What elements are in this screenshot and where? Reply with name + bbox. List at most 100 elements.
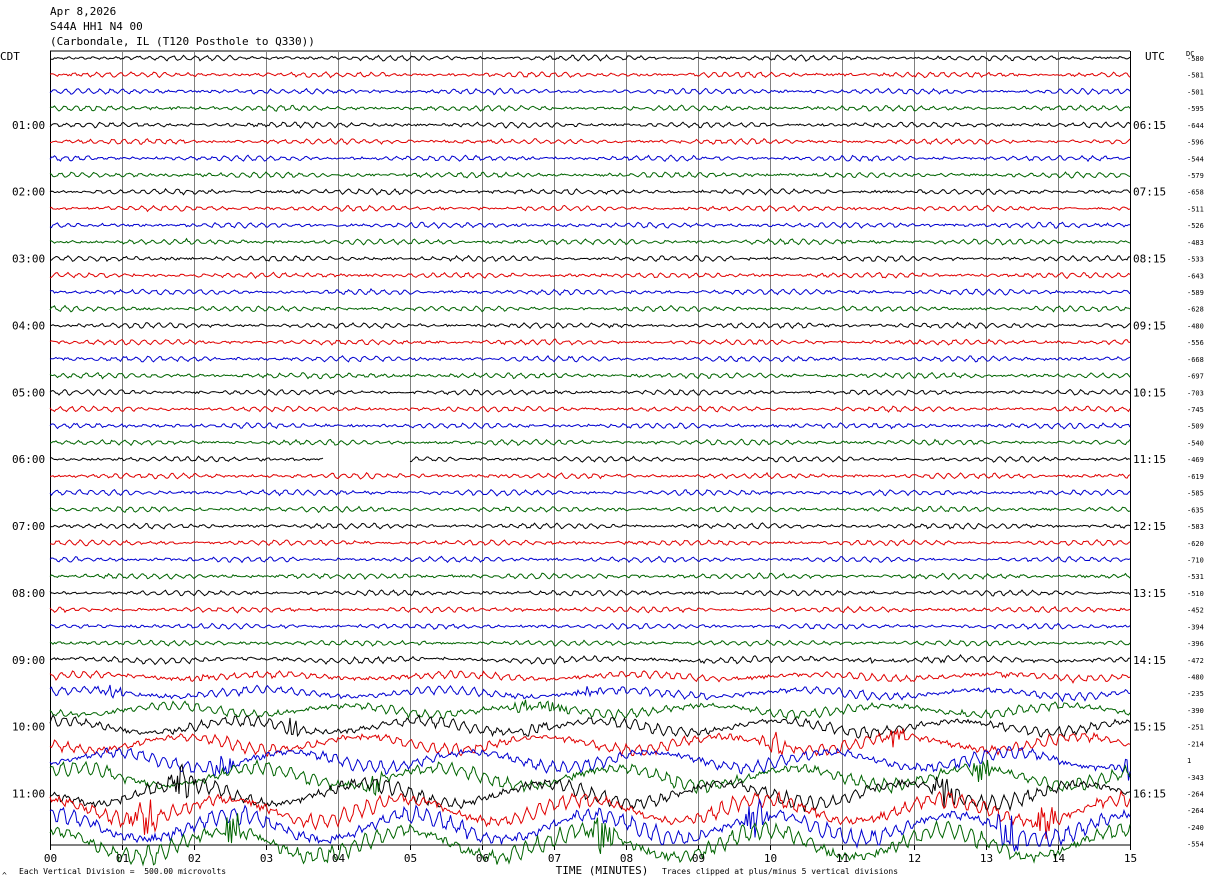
right-hour-label: 12:15 xyxy=(1133,520,1166,533)
trace-line xyxy=(49,505,1131,514)
trace-line xyxy=(49,455,1131,463)
trace-line xyxy=(49,388,1131,397)
x-tick-label: 04 xyxy=(332,852,346,865)
trace-line xyxy=(49,789,1131,839)
x-tick-label: 06 xyxy=(476,852,489,865)
trace-line xyxy=(49,221,1131,229)
x-tick-label: 03 xyxy=(260,852,273,865)
trace-line xyxy=(49,104,1131,112)
dc-offset-label: -620 xyxy=(1187,540,1204,548)
trace-line xyxy=(50,54,1131,62)
dc-offset-label: -390 xyxy=(1187,707,1204,715)
trace-line xyxy=(49,555,1131,564)
dc-offset-label: -580 xyxy=(1187,55,1204,63)
dc-offset-label: -595 xyxy=(1187,105,1204,113)
right-hour-label: 16:15 xyxy=(1133,787,1166,800)
x-tick-label: 09 xyxy=(692,852,705,865)
trace-line xyxy=(50,438,1131,447)
trace-line xyxy=(49,338,1131,346)
dc-offset-label: -452 xyxy=(1187,607,1204,615)
trace-line xyxy=(49,669,1131,684)
clip-note: Traces clipped at plus/minus 5 vertical … xyxy=(662,867,899,876)
x-tick-label: 07 xyxy=(548,852,561,865)
trace-line xyxy=(49,405,1131,413)
left-hour-label: 09:00 xyxy=(12,654,45,667)
dc-offset-label: -501 xyxy=(1187,88,1204,96)
left-hour-label: 06:00 xyxy=(12,453,45,466)
dc-offset-label: -703 xyxy=(1187,389,1204,397)
trace-line xyxy=(49,758,1131,797)
x-tick-label: 10 xyxy=(764,852,777,865)
dc-offset-label: -469 xyxy=(1187,456,1204,464)
trace-line xyxy=(49,572,1131,581)
left-hour-label: 10:00 xyxy=(12,721,45,734)
left-hour-label: 11:00 xyxy=(12,787,45,800)
dc-offset-label: -531 xyxy=(1187,573,1204,581)
trace-line xyxy=(49,684,1131,703)
dc-offset-label: -483 xyxy=(1187,239,1204,247)
trace-line xyxy=(49,714,1131,739)
x-tick-label: 00 xyxy=(44,852,57,865)
trace-line xyxy=(49,813,1131,867)
axis-labels: 00 01 02 03 04 05 06 07 08 09 10 11 12 13 14 15 TIME (MI… xyxy=(12,55,1204,877)
left-hour-label: 03:00 xyxy=(12,253,45,266)
left-hour-label: 05:00 xyxy=(12,386,45,399)
dc-offset-label: -619 xyxy=(1187,473,1204,481)
dc-offset-label: -628 xyxy=(1187,306,1204,314)
dc-offset-label: -668 xyxy=(1187,356,1204,364)
x-tick-label: 05 xyxy=(404,852,417,865)
trace-line xyxy=(49,87,1131,96)
trace-line xyxy=(49,699,1131,722)
dc-offset-label: -264 xyxy=(1187,790,1204,798)
seismic-traces xyxy=(49,54,1131,867)
x-tick-label: 14 xyxy=(1052,852,1066,865)
dc-offset-label: -579 xyxy=(1187,172,1204,180)
x-tick-label: 11 xyxy=(836,852,849,865)
left-hour-label: 04:00 xyxy=(12,319,45,332)
dc-offset-label: -585 xyxy=(1187,490,1204,498)
trace-line xyxy=(49,605,1131,614)
dc-offset-label: -510 xyxy=(1187,590,1204,598)
dc-offset-label: -583 xyxy=(1187,523,1204,531)
dc-offset-label: -214 xyxy=(1187,740,1204,748)
left-hour-label: 01:00 xyxy=(12,119,45,132)
trace-line xyxy=(49,71,1131,79)
dc-offset-label: -343 xyxy=(1187,774,1204,782)
dc-header: DC xyxy=(1186,50,1195,58)
right-hour-label: 11:15 xyxy=(1133,453,1166,466)
trace-line xyxy=(49,121,1131,129)
x-tick-label: 02 xyxy=(188,852,201,865)
x-axis-label: TIME (MINUTES) xyxy=(556,864,649,877)
trace-line xyxy=(49,654,1131,666)
dc-offset-label: -526 xyxy=(1187,222,1204,230)
trace-line xyxy=(49,304,1131,313)
trace-line xyxy=(49,422,1131,430)
dc-offset-label: -635 xyxy=(1187,506,1204,514)
trace-line xyxy=(49,488,1131,497)
dc-offset-label: -396 xyxy=(1187,640,1204,648)
dc-offset-label: -251 xyxy=(1187,724,1204,732)
right-hour-label: 07:15 xyxy=(1133,186,1166,199)
trace-line xyxy=(49,538,1131,547)
dc-offset-label: -480 xyxy=(1187,322,1204,330)
trace-line xyxy=(49,287,1131,296)
dc-offset-label: -596 xyxy=(1187,139,1204,147)
x-tick-label: 08 xyxy=(620,852,633,865)
corner-mark: ^ xyxy=(2,871,7,880)
dc-offset-label: -556 xyxy=(1187,339,1204,347)
dc-offset-label: -480 xyxy=(1187,673,1204,681)
trace-line xyxy=(49,204,1131,213)
scale-note: Each Vertical Division = 500.00 microvol… xyxy=(19,867,227,876)
trace-line xyxy=(49,622,1131,630)
trace-line xyxy=(49,797,1131,852)
dc-offset-label: -643 xyxy=(1187,272,1204,280)
dc-offset-label: -697 xyxy=(1187,373,1204,381)
dc-offset-label: -544 xyxy=(1187,155,1204,163)
trace-line xyxy=(49,589,1131,597)
trace-line xyxy=(49,355,1131,363)
trace-line xyxy=(49,471,1131,480)
left-timezone: CDT xyxy=(0,50,20,63)
dc-offset-label: -509 xyxy=(1187,423,1204,431)
trace-line xyxy=(49,237,1131,246)
